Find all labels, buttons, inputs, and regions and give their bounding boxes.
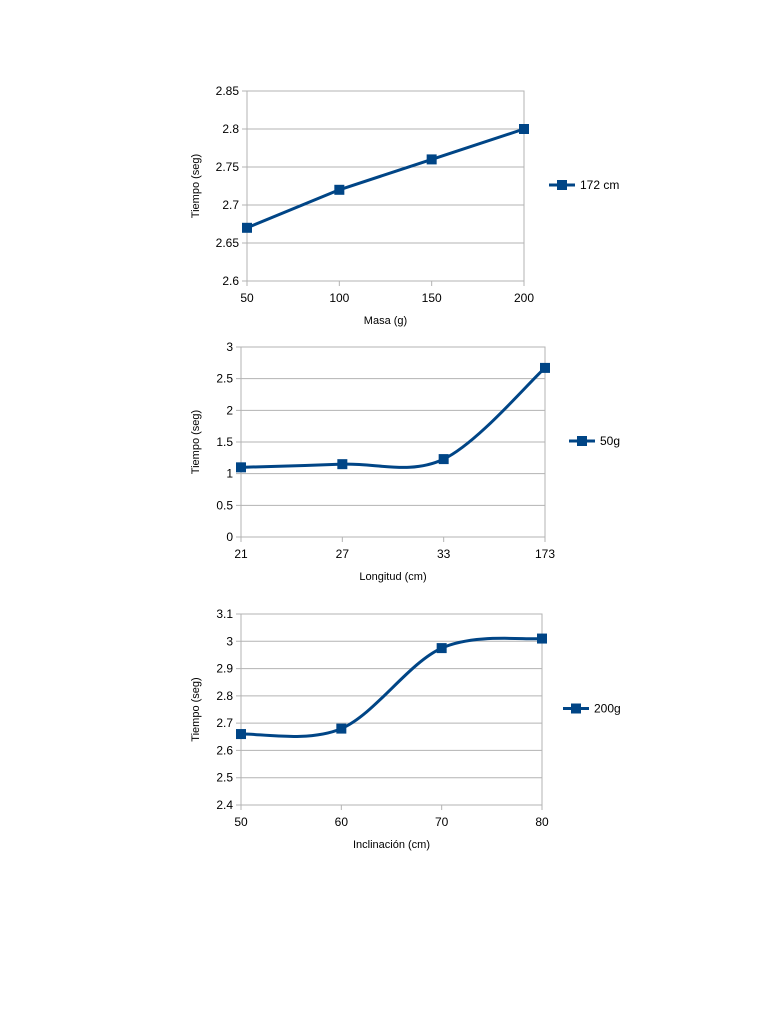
y-tick-label: 2.6 — [222, 274, 239, 288]
y-tick-label: 2.75 — [216, 160, 240, 174]
series-line — [246, 127, 525, 230]
y-axis-title: Tiempo (seg) — [190, 677, 202, 741]
legend-label: 50g — [600, 434, 620, 448]
data-point — [540, 362, 550, 373]
x-tick-label: 200 — [514, 291, 534, 305]
legend-marker — [557, 180, 567, 190]
x-tick-label: 173 — [535, 547, 555, 561]
data-point — [436, 643, 447, 654]
data-point — [236, 462, 246, 473]
legend-label: 200g — [594, 702, 621, 716]
data-point — [426, 154, 437, 165]
data-point — [334, 184, 345, 195]
y-tick-label: 2.5 — [216, 771, 233, 785]
data-point — [537, 633, 547, 644]
series-line — [240, 636, 543, 738]
chart-3: 2.4 2.5 2.6 2.7 2.8 2.9 3 3.1 50 60 70 80 Inclinació… — [190, 607, 621, 851]
x-tick-label: 33 — [437, 547, 451, 561]
x-tick-label: 70 — [435, 815, 449, 829]
data-point — [519, 124, 529, 134]
y-tick-label: 2 — [226, 403, 233, 417]
y-tick-label: 2.8 — [216, 689, 233, 703]
y-tick-label: 2.5 — [216, 372, 233, 386]
data-point — [236, 729, 246, 740]
y-tick-label: 2.4 — [216, 798, 233, 812]
y-axis-title: Tiempo (seg) — [190, 154, 202, 218]
y-tick-label: 2.9 — [216, 662, 233, 676]
data-point — [336, 723, 347, 734]
x-tick-label: 150 — [422, 291, 442, 305]
data-point — [242, 222, 252, 233]
x-axis-title: Longitud (cm) — [359, 571, 426, 583]
y-tick-label: 3 — [226, 340, 233, 354]
legend: 200g — [563, 702, 621, 716]
x-tick-label: 50 — [234, 815, 248, 829]
legend: 50g — [569, 434, 620, 448]
chart-2: 0 0.5 1 1.5 2 2.5 3 21 27 33 173 Longitud (cm) Tiemp… — [190, 340, 620, 583]
data-point — [337, 459, 348, 470]
x-tick-label: 27 — [336, 547, 350, 561]
x-axis-title: Masa (g) — [364, 315, 407, 327]
y-tick-label: 0.5 — [216, 498, 233, 512]
plot-area — [240, 613, 543, 806]
plot-area — [246, 90, 525, 282]
y-tick-label: 1 — [226, 467, 233, 481]
y-tick-label: 2.7 — [222, 198, 239, 212]
x-tick-label: 100 — [329, 291, 349, 305]
y-tick-label: 0 — [226, 530, 233, 544]
y-tick-label: 2.8 — [222, 122, 239, 136]
x-axis-title: Inclinación (cm) — [353, 839, 430, 851]
x-tick-label: 80 — [535, 815, 549, 829]
x-tick-label: 21 — [234, 547, 248, 561]
y-tick-label: 2.6 — [216, 743, 233, 757]
y-axis-title: Tiempo (seg) — [190, 410, 202, 474]
data-point — [438, 454, 449, 465]
y-tick-label: 2.65 — [216, 236, 240, 250]
x-tick-label: 50 — [240, 291, 254, 305]
legend-marker — [571, 703, 581, 714]
x-tick-label: 60 — [335, 815, 349, 829]
legend-marker — [577, 436, 587, 446]
y-tick-label: 3.1 — [216, 607, 233, 621]
legend: 172 cm — [549, 178, 619, 192]
legend-label: 172 cm — [580, 178, 619, 192]
chart-1: 2.6 2.65 2.7 2.75 2.8 2.85 50 100 150 200 Masa (g)… — [190, 84, 619, 327]
series-line — [240, 366, 547, 469]
y-tick-label: 2.85 — [216, 84, 240, 98]
y-tick-label: 1.5 — [216, 435, 233, 449]
y-tick-label: 3 — [226, 634, 233, 648]
y-tick-label: 2.7 — [216, 716, 233, 730]
